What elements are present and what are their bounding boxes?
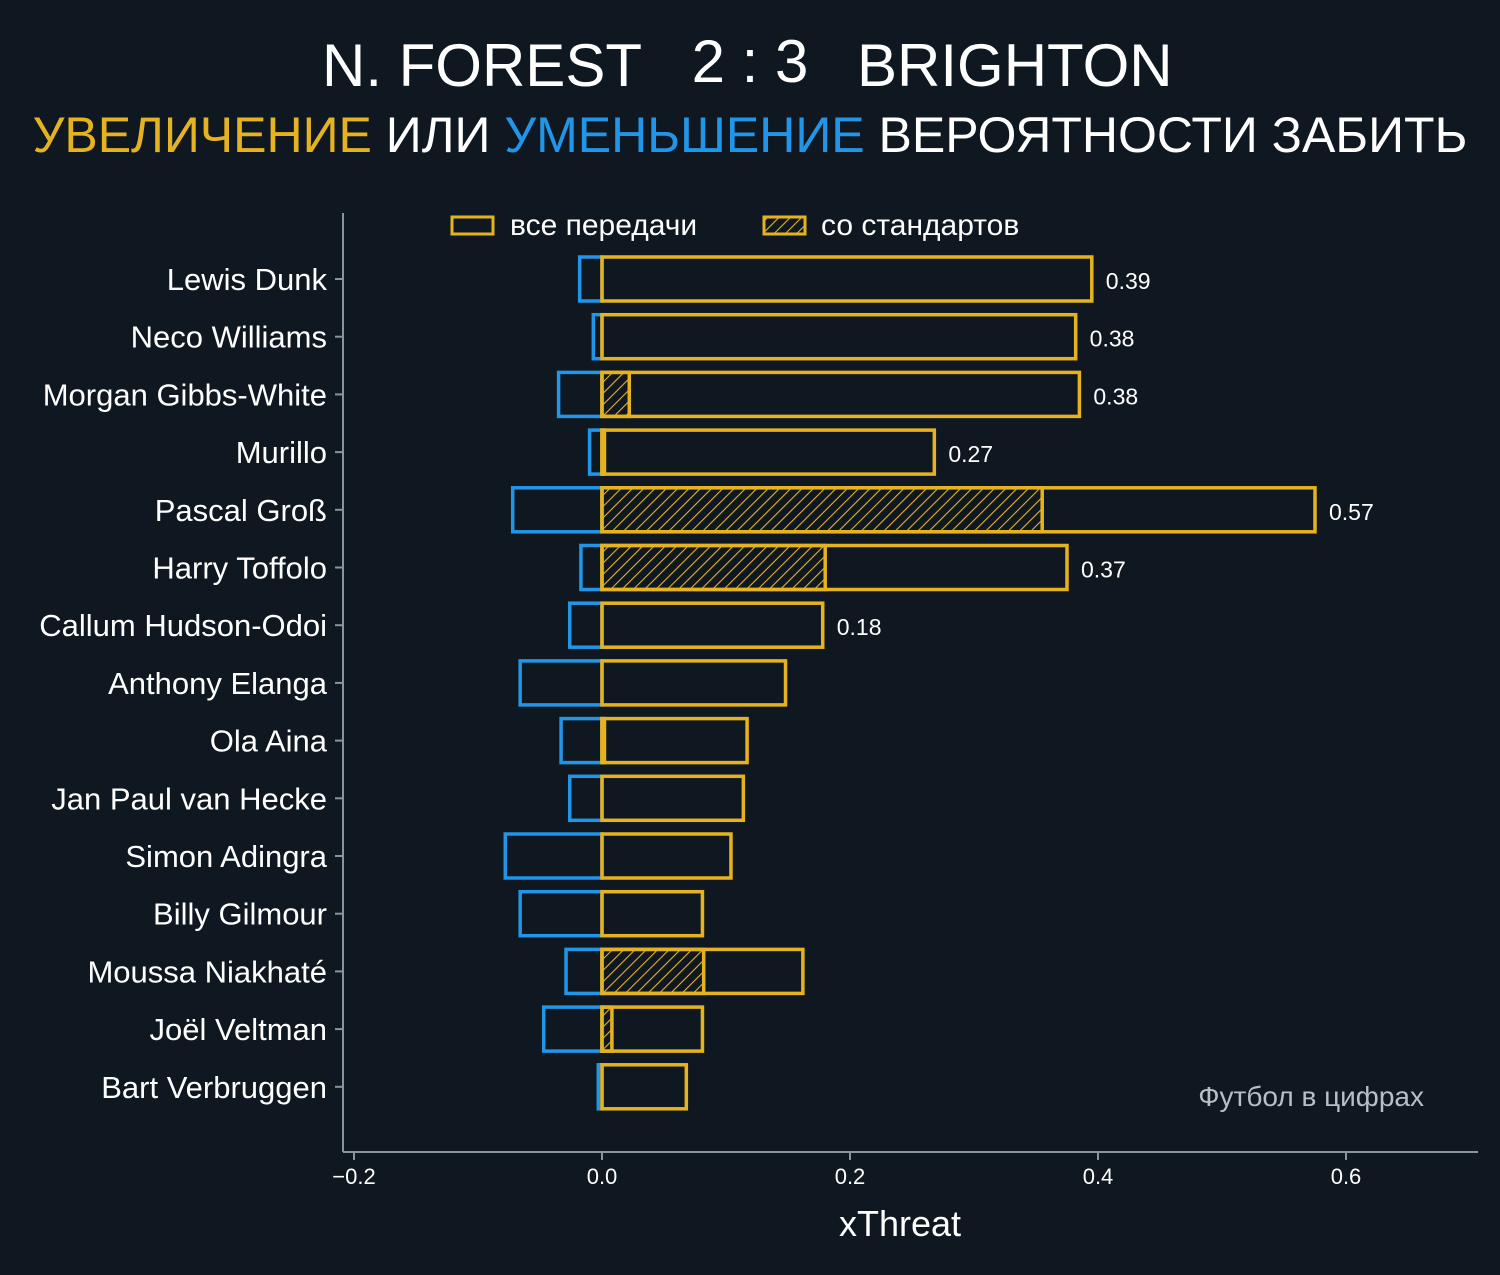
y-tick-label: Pascal Groß <box>155 493 327 528</box>
bar-all-passes <box>600 889 705 938</box>
x-tick-label: −0.2 <box>332 1164 375 1189</box>
bar-decrease <box>559 716 604 765</box>
bar-decrease <box>518 659 604 707</box>
bar-decrease <box>568 774 604 823</box>
y-tick-label: Joël Veltman <box>150 1012 328 1047</box>
subtitle-increase: УВЕЛИЧЕНИЕ <box>33 107 372 163</box>
y-tick-label: Callum Hudson-Odoi <box>39 608 327 643</box>
bar-all-passes <box>600 1063 689 1111</box>
x-tick-label: 0.4 <box>1083 1164 1114 1189</box>
legend-swatch-all-passes <box>450 215 495 236</box>
value-label: 0.37 <box>1081 557 1126 583</box>
value-label: 0.27 <box>948 441 993 467</box>
legend-swatch-set-pieces <box>762 215 807 236</box>
subtitle-or: ИЛИ <box>372 107 504 163</box>
y-tick-label: Murillo <box>236 435 327 470</box>
bar-set-pieces <box>600 370 632 419</box>
y-tick-label: Jan Paul van Hecke <box>51 781 327 816</box>
value-label: 0.57 <box>1329 499 1374 525</box>
value-label: 0.18 <box>837 614 882 640</box>
y-tick-label: Anthony Elanga <box>108 666 328 701</box>
bar-all-passes <box>600 832 733 880</box>
bar-all-passes <box>600 486 1317 534</box>
x-axis-label: xThreat <box>839 1203 961 1244</box>
y-tick-label: Bart Verbruggen <box>101 1070 327 1105</box>
bar-all-passes <box>600 947 805 996</box>
value-label: 0.39 <box>1106 268 1151 294</box>
y-tick-label: Moussa Niakhaté <box>87 954 327 989</box>
bar-all-passes <box>600 255 1094 303</box>
x-ticks: −0.2 0.0 0.2 0.4 0.6 <box>332 1152 1361 1189</box>
x-tick-label: 0.2 <box>835 1164 866 1189</box>
bar-all-passes <box>600 370 1082 419</box>
bar-decrease <box>577 255 604 303</box>
bar-decrease <box>556 370 604 419</box>
home-team: N. FOREST <box>322 32 642 99</box>
bar-all-passes <box>600 543 1069 592</box>
value-label: 0.38 <box>1093 383 1138 409</box>
y-tick-label: Lewis Dunk <box>167 262 328 297</box>
bar-decrease <box>587 428 604 476</box>
bar-all-passes <box>600 312 1078 361</box>
subtitle-decrease: УМЕНЬШЕНИЕ <box>504 107 864 163</box>
bar-set-pieces <box>600 543 827 592</box>
y-tick-label: Billy Gilmour <box>153 897 327 932</box>
bar-all-passes <box>600 1005 705 1053</box>
match-score: 2 : 3 <box>692 28 809 95</box>
y-tick-label: Morgan Gibbs-White <box>43 377 327 412</box>
bar-decrease <box>510 486 604 534</box>
bar-decrease <box>564 947 604 996</box>
bar-decrease <box>518 889 604 938</box>
chart-legend: все передачи со стандартов <box>450 209 1019 242</box>
chart-subtitle: УВЕЛИЧЕНИЕ ИЛИ УМЕНЬШЕНИЕ ВЕРОЯТНОСТИ ЗА… <box>33 107 1468 163</box>
bar-all-passes <box>600 774 746 823</box>
y-tick-label: Ola Aina <box>210 724 328 759</box>
bar-set-pieces <box>600 486 1044 534</box>
legend-label-all-passes: все передачи <box>510 209 697 242</box>
y-tick-labels: Lewis Dunk Neco Williams Morgan Gibbs-Whit… <box>39 262 343 1105</box>
bar-all-passes <box>600 428 937 476</box>
bar-decrease <box>541 1005 604 1053</box>
bar-decrease <box>503 832 604 880</box>
legend-label-set-pieces: со стандартов <box>821 209 1019 242</box>
bars-group: 0.39 0.38 0.38 0.27 0.57 0.37 0.18 <box>503 255 1374 1111</box>
away-team: BRIGHTON <box>857 32 1173 99</box>
bar-all-passes <box>600 659 788 707</box>
bar-decrease <box>568 601 604 649</box>
subtitle-rest: ВЕРОЯТНОСТИ ЗАБИТЬ <box>865 107 1468 163</box>
x-tick-label: 0.0 <box>587 1164 618 1189</box>
value-label: 0.38 <box>1090 326 1135 352</box>
watermark: Футбол в цифрах <box>1198 1081 1424 1112</box>
y-tick-label: Simon Adingra <box>125 839 327 874</box>
bar-set-pieces <box>600 947 706 996</box>
y-tick-label: Neco Williams <box>131 320 327 355</box>
bar-all-passes <box>600 716 749 765</box>
y-tick-label: Harry Toffolo <box>152 551 327 586</box>
bar-decrease <box>579 543 604 592</box>
bar-all-passes <box>600 601 825 649</box>
x-tick-label: 0.6 <box>1331 1164 1362 1189</box>
